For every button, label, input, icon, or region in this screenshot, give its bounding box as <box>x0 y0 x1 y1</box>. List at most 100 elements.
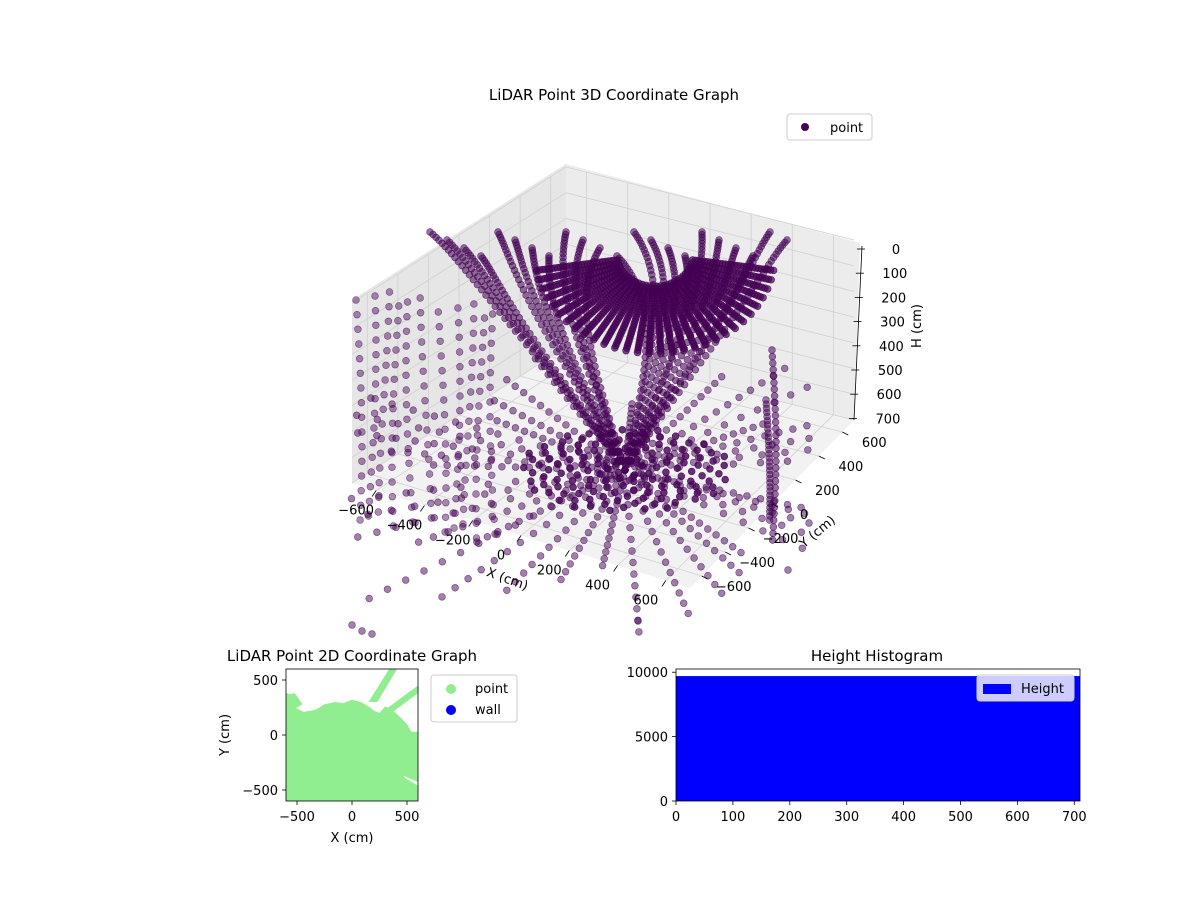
lidar-point <box>449 442 457 450</box>
x-tick-label: −500 <box>279 810 315 825</box>
lidar-point <box>365 594 373 603</box>
lidar-point <box>789 425 797 433</box>
lidar-point <box>709 457 717 465</box>
lidar-point <box>490 556 498 565</box>
lidar-point <box>704 428 712 437</box>
lidar-point <box>511 463 520 471</box>
chart-2d-plot-area <box>286 669 418 801</box>
lidar-point <box>478 343 487 351</box>
lidar-point <box>575 544 583 552</box>
lidar-point <box>370 409 379 417</box>
lidar-point <box>663 391 671 399</box>
lidar-point <box>443 461 451 469</box>
z-tick-label: 500 <box>878 364 903 379</box>
lidar-point <box>536 401 545 410</box>
lidar-point <box>538 347 546 355</box>
lidar-point <box>389 390 398 398</box>
lidar-point <box>605 448 613 456</box>
lidar-point <box>504 522 513 531</box>
lidar-point <box>769 371 777 380</box>
chart-2d-point-cloud <box>286 693 418 801</box>
lidar-point <box>423 426 431 434</box>
lidar-point <box>457 462 465 470</box>
lidar-point <box>648 449 656 457</box>
lidar-point <box>449 509 457 517</box>
lidar-point <box>437 352 445 360</box>
lidar-point <box>518 445 526 453</box>
lidar-point <box>474 417 482 425</box>
y-tick-label: 5000 <box>635 731 668 746</box>
lidar-point <box>747 310 755 318</box>
lidar-point <box>519 388 528 397</box>
lidar-point <box>721 475 729 484</box>
lidar-point <box>476 436 485 445</box>
histogram-legend-label: Height <box>1021 682 1064 697</box>
lidar-point <box>606 527 615 536</box>
grid-line-y <box>367 472 702 577</box>
lidar-point <box>633 456 641 464</box>
lidar-point <box>355 340 363 348</box>
lidar-point <box>585 481 593 490</box>
lidar-point <box>556 373 564 381</box>
lidar-point <box>574 441 582 449</box>
lidar-point <box>606 506 614 515</box>
lidar-point <box>368 630 376 638</box>
lidar-point <box>374 508 382 516</box>
lidar-point <box>434 308 442 316</box>
lidar-point <box>545 543 553 551</box>
lidar-point <box>518 319 527 327</box>
lidar-point <box>429 461 438 469</box>
lidar-point <box>548 438 556 446</box>
lidar-point <box>421 397 429 405</box>
lidar-point <box>578 435 586 443</box>
lidar-point <box>579 344 588 352</box>
lidar-point <box>536 507 544 515</box>
lidar-point <box>420 567 428 575</box>
lidar-point <box>805 519 813 527</box>
lidar-point <box>470 300 478 308</box>
lidar-point <box>489 310 497 318</box>
lidar-point <box>467 373 476 381</box>
lidar-point <box>586 363 594 371</box>
lidar-point <box>372 336 380 344</box>
lidar-point <box>622 461 630 469</box>
lidar-point <box>493 417 501 425</box>
lidar-point <box>459 505 468 513</box>
lidar-point <box>563 394 572 403</box>
lidar-point <box>769 266 778 275</box>
lidar-point <box>648 475 657 483</box>
lidar-point <box>376 464 384 472</box>
lidar-point <box>562 421 570 429</box>
lidar-point <box>528 455 537 464</box>
lidar-point <box>587 394 595 402</box>
lidar-point <box>719 509 728 518</box>
lidar-point <box>515 436 523 444</box>
lidar-point <box>461 476 469 484</box>
lidar-point <box>693 446 701 454</box>
lidar-point <box>444 528 452 536</box>
lidar-point <box>731 498 740 506</box>
lidar-point <box>384 332 392 340</box>
lidar-point <box>623 492 632 500</box>
lidar-point <box>520 463 528 472</box>
lidar-point <box>468 504 476 512</box>
lidar-point <box>643 517 652 525</box>
lidar-point <box>611 344 619 352</box>
lidar-point <box>540 480 548 489</box>
lidar-point <box>527 416 536 425</box>
lidar-point <box>477 373 485 381</box>
lidar-point <box>367 394 375 402</box>
lidar-point <box>601 477 610 485</box>
y-tick-label: 0 <box>270 729 278 744</box>
lidar-point <box>483 533 492 541</box>
lidar-point <box>761 432 769 440</box>
lidar-point <box>693 489 702 497</box>
chart-3d-zlabel: H (cm) <box>910 304 925 348</box>
lidar-point <box>456 392 464 400</box>
lidar-point <box>671 498 679 507</box>
lidar-point <box>687 349 695 357</box>
lidar-point <box>671 432 680 440</box>
lidar-point <box>557 386 565 395</box>
y-tick-label: 0 <box>660 795 668 810</box>
lidar-point <box>487 499 496 508</box>
